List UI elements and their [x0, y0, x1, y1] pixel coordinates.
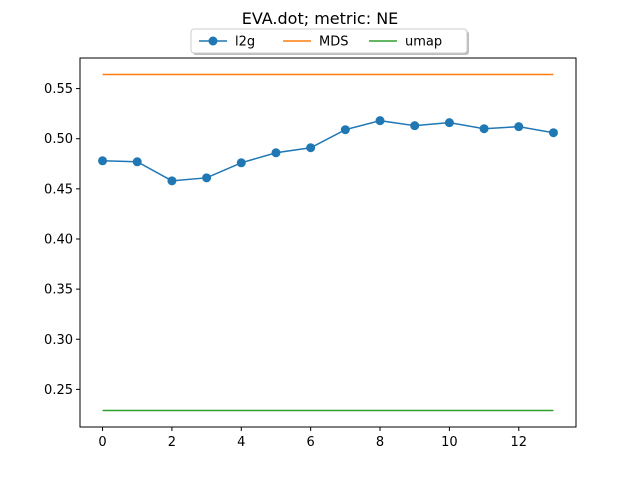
- data-point-l2g: [98, 156, 108, 166]
- legend-label-l2g: l2g: [235, 35, 255, 50]
- y-tick-label: 0.30: [44, 333, 73, 348]
- chart-title: EVA.dot; metric: NE: [242, 9, 399, 28]
- legend-box: [190, 28, 468, 54]
- legend-label-umap: umap: [405, 35, 442, 50]
- data-point-l2g: [271, 148, 281, 158]
- data-point-l2g: [410, 121, 420, 131]
- data-point-l2g: [132, 157, 142, 167]
- y-tick-label: 0.35: [44, 283, 73, 298]
- plot-area: 0 2 4 6 8 10 12 0.25 0.30 0.35 0.40 0.45 0.50 0.55: [44, 57, 577, 450]
- x-tick-label: 10: [441, 435, 458, 450]
- data-point-l2g: [375, 116, 385, 126]
- data-point-l2g: [340, 125, 350, 135]
- data-point-l2g: [202, 173, 212, 183]
- data-point-l2g: [167, 176, 177, 186]
- y-tick-label: 0.45: [44, 182, 73, 197]
- y-tick-label: 0.25: [44, 383, 73, 398]
- x-tick-label: 12: [510, 435, 527, 450]
- data-point-l2g: [479, 124, 489, 134]
- axes-frame: [79, 57, 577, 428]
- legend-label-mds: MDS: [319, 35, 348, 50]
- y-tick-label: 0.50: [44, 132, 73, 147]
- legend-marker-l2g: [208, 36, 218, 46]
- data-point-l2g: [236, 158, 246, 168]
- x-tick-label: 6: [307, 435, 315, 450]
- data-point-l2g: [548, 128, 558, 138]
- data-point-l2g: [444, 118, 454, 128]
- data-point-l2g: [306, 143, 316, 153]
- legend: l2g MDS umap: [190, 28, 469, 55]
- x-tick-label: 8: [376, 435, 384, 450]
- y-tick-label: 0.55: [44, 82, 73, 97]
- series-line-l2g: [102, 119, 554, 182]
- x-tick-label: 2: [168, 435, 176, 450]
- x-tick-label: 4: [237, 435, 245, 450]
- x-tick-label: 0: [98, 435, 106, 450]
- y-tick-label: 0.40: [44, 232, 73, 247]
- data-point-l2g: [514, 122, 524, 132]
